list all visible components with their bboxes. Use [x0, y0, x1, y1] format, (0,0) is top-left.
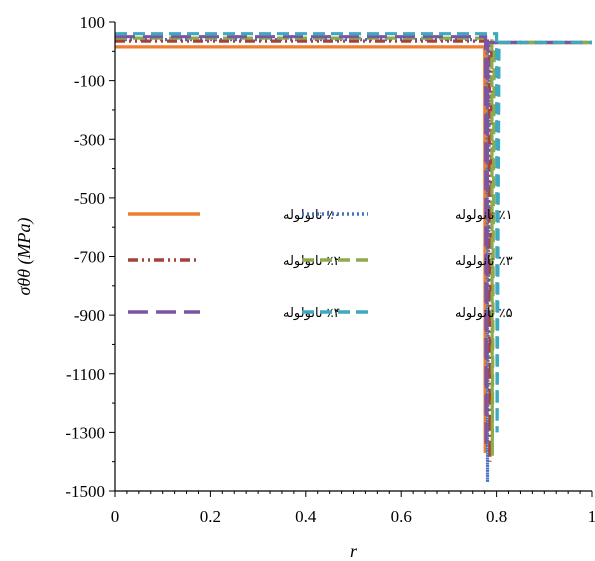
y-tick-label-4: -700	[74, 248, 105, 267]
legend-label-5: ٪۵ نانولوله	[455, 306, 513, 321]
ticks	[109, 21, 593, 497]
legend: ٪۰ نانولوله٪۱ نانولوله٪۲ نانولوله٪۳ نانو…	[128, 208, 513, 321]
y-tick-label-6: -1100	[66, 365, 105, 384]
y-tick-label-0: 100	[80, 13, 106, 32]
x-tick-label-2: 0.4	[295, 507, 317, 526]
series-line-0	[115, 40, 592, 453]
x-tick-label-5: 1	[588, 507, 595, 526]
x-tick-label-3: 0.6	[391, 507, 412, 526]
legend-label-3: ٪۳ نانولوله	[455, 254, 513, 269]
series-line-5	[115, 32, 592, 433]
x-tick-label-0: 0	[111, 507, 120, 526]
series-line-4	[115, 35, 592, 448]
series-line-3	[115, 36, 592, 456]
legend-label-0: ٪۰ نانولوله	[283, 208, 341, 223]
y-tick-label-5: -900	[74, 306, 105, 325]
y-tick-label-2: -300	[74, 130, 105, 149]
y-tick-label-1: -100	[74, 72, 105, 91]
x-tick-label-4: 0.8	[486, 507, 507, 526]
legend-label-1: ٪۱ نانولوله	[455, 208, 513, 223]
y-tick-label-7: -1300	[65, 423, 105, 442]
y-tick-label-3: -500	[74, 189, 105, 208]
y-tick-label-8: -1500	[65, 482, 105, 501]
y-axis-title: σθθ (MPa)	[14, 217, 35, 295]
tick-labels: 100 -100 -300 -500 -700 -900 -1100 -1300 -1500 0 0…	[65, 13, 595, 526]
x-tick-label-1: 0.2	[200, 507, 221, 526]
axes	[114, 22, 592, 492]
series-line-2	[115, 39, 592, 462]
x-axis-title: r	[350, 541, 358, 561]
plot-marks	[115, 32, 592, 483]
